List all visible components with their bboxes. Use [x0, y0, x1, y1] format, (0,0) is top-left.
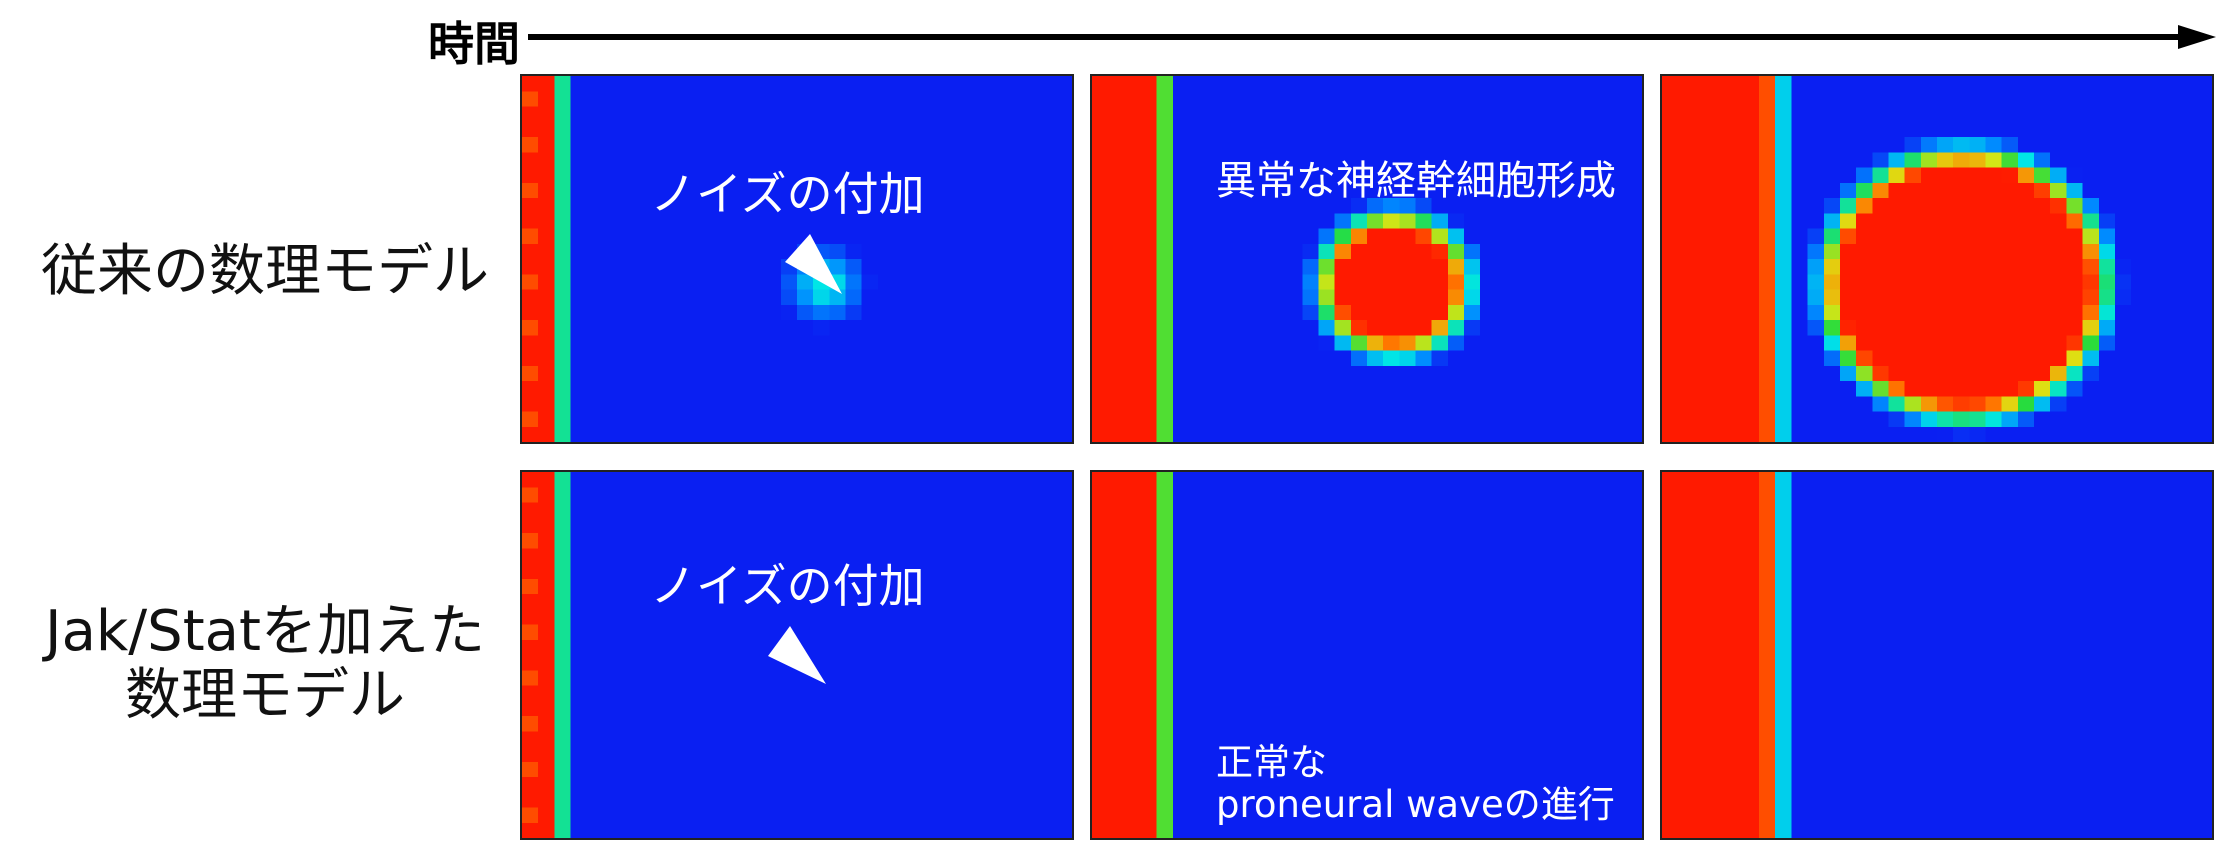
- panel-jakstat-t1: ノイズの付加: [520, 470, 1074, 840]
- heatmap: [1662, 472, 2212, 838]
- panel-conventional-t2: 異常な神経幹細胞形成: [1090, 74, 1644, 444]
- panel-conventional-t3: [1660, 74, 2214, 444]
- arrowhead-icon: [768, 626, 826, 684]
- row-label-conventional: 従来の数理モデル: [41, 239, 489, 304]
- heatmap: [1092, 472, 1642, 838]
- normal-proneural-wave-annotation: 正常な proneural waveの進行: [1216, 741, 1615, 826]
- abnormal-stem-cell-annotation: 異常な神経幹細胞形成: [1216, 158, 1616, 204]
- row-label-jakstat: Jak/Statを加えた 数理モデル: [45, 599, 485, 728]
- noise-annotation: ノイズの付加: [650, 167, 925, 221]
- time-axis-label: 時間: [428, 17, 520, 71]
- heatmap: [1662, 76, 2212, 442]
- panel-jakstat-t3: [1660, 470, 2214, 840]
- panel-jakstat-t2: 正常な proneural waveの進行: [1090, 470, 1644, 840]
- heatmap: [1092, 76, 1642, 442]
- panel-conventional-t1: ノイズの付加: [520, 74, 1074, 444]
- time-arrow-icon: [528, 25, 2216, 49]
- noise-annotation: ノイズの付加: [650, 559, 925, 613]
- arrowhead-icon: [785, 234, 842, 294]
